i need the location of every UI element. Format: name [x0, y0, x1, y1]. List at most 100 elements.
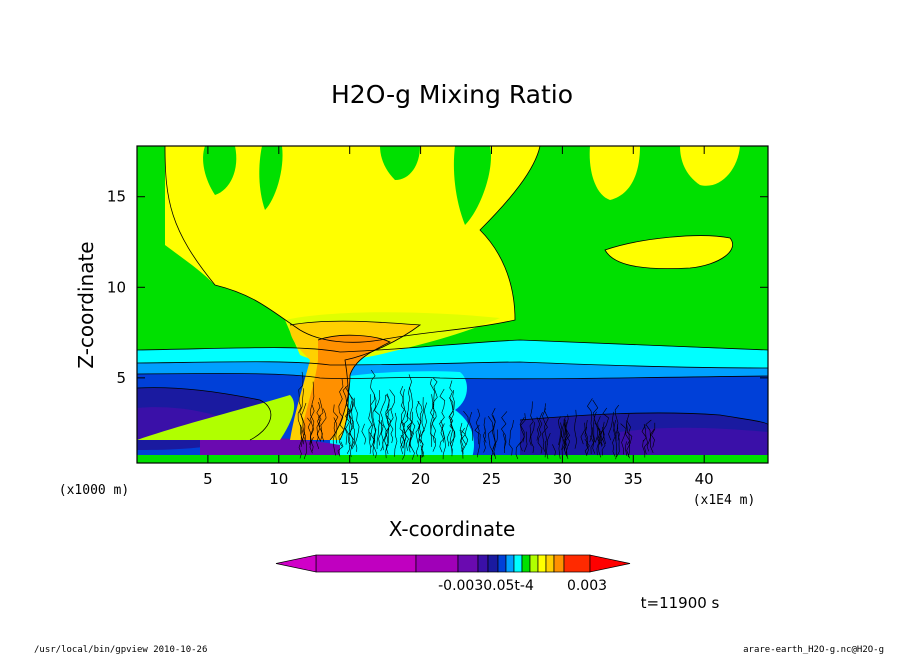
- region-yellow-lobe-upper2: [680, 146, 740, 186]
- turbulence-line: [643, 423, 649, 455]
- turbulence-line: [587, 398, 593, 443]
- turbulence-line: [309, 436, 314, 454]
- turbulence-line: [459, 422, 464, 452]
- turbulence-line: [564, 427, 570, 459]
- region-green-surface: [137, 455, 768, 463]
- x-tick-label: 5: [203, 470, 213, 488]
- colorbar-arrow-left: [275, 554, 317, 573]
- turbulence-line: [297, 371, 304, 447]
- turbulence-line: [460, 429, 466, 459]
- turbulence-line: [310, 381, 315, 444]
- turbulence-line: [542, 408, 548, 452]
- turbulence-line: [420, 402, 427, 457]
- turbulence-line: [361, 423, 367, 445]
- region-green-upper-finger-3: [380, 146, 420, 180]
- x-tick-label: 35: [624, 470, 643, 488]
- turbulence-line: [320, 408, 327, 442]
- turbulence-line: [483, 427, 487, 453]
- turbulence-line: [608, 411, 615, 441]
- turbulence-line: [378, 420, 384, 452]
- contour-lines: [137, 146, 768, 441]
- turbulence-line: [385, 408, 392, 447]
- x-tick-label: 40: [695, 470, 714, 488]
- colorbar-segment: [457, 554, 479, 573]
- x-tick-label: 20: [411, 470, 430, 488]
- turbulence-line: [408, 421, 415, 448]
- footer-left: /usr/local/bin/gpview 2010-10-26: [34, 645, 207, 654]
- turbulence-line: [449, 380, 455, 457]
- turbulence-line: [353, 397, 360, 452]
- turbulence-line: [402, 412, 408, 442]
- turbulence-line: [563, 428, 568, 457]
- colorbar-segment: [545, 554, 555, 573]
- colorbar-segment: [553, 554, 565, 573]
- region-green-upper-finger-4: [453, 146, 491, 225]
- region-yellow-lobe-upper: [589, 146, 640, 200]
- turbulence-line: [446, 430, 451, 447]
- turbulence-line: [649, 428, 655, 454]
- turbulence-line: [487, 416, 494, 459]
- turbulence-line: [389, 389, 395, 444]
- turbulence-line: [592, 427, 596, 454]
- y-tick-label: 15: [107, 188, 126, 206]
- colorbar-segment: [529, 554, 539, 573]
- turbulence-line: [557, 416, 562, 446]
- turbulence-line: [561, 417, 566, 458]
- chart-title: H2O-g Mixing Ratio: [331, 80, 573, 109]
- turbulence-line: [372, 394, 377, 456]
- colorbar-segment: [315, 554, 417, 573]
- turbulence-line: [430, 378, 436, 452]
- turbulence-line: [530, 422, 535, 454]
- colorbar-segment: [415, 554, 459, 573]
- turbulence-line: [574, 409, 578, 449]
- turbulence-line: [316, 402, 322, 449]
- region-green-wedge-left: [137, 395, 295, 440]
- turbulence-line: [400, 434, 406, 460]
- turbulence-line: [536, 416, 541, 441]
- colorbar-arrow-right: [589, 554, 631, 573]
- colorbar-segment: [513, 554, 523, 573]
- colorbar-segment: [537, 554, 547, 573]
- turbulence-line: [347, 404, 353, 447]
- turbulence-line: [439, 388, 446, 453]
- colorbar-segment: [563, 554, 591, 573]
- turbulence-line: [642, 439, 646, 458]
- turbulence-line: [469, 411, 473, 441]
- turbulence-line: [463, 410, 469, 445]
- turbulence-line: [474, 424, 481, 458]
- turbulence-line: [399, 385, 407, 449]
- colorbar-segment: [497, 554, 507, 573]
- turbulence-line: [317, 415, 323, 442]
- turbulence-line: [408, 411, 414, 453]
- turbulence-line: [626, 423, 633, 459]
- y-axis-label: Z-coordinate: [74, 241, 98, 368]
- x-tick-label: 10: [269, 470, 288, 488]
- y-tick-label: 10: [107, 278, 126, 296]
- turbulence-line: [558, 422, 563, 459]
- region-indigo-low-right: [620, 427, 768, 455]
- colorbar-label-left: -0.0030.05t-4: [438, 578, 534, 594]
- turbulence-line: [316, 397, 324, 441]
- x-axis-label: X-coordinate: [389, 517, 516, 541]
- region-indigo-surface: [200, 437, 340, 460]
- region-orange-core: [300, 335, 390, 440]
- turbulence-line: [378, 420, 383, 446]
- x-tick-label: 15: [340, 470, 359, 488]
- colorbar-segment: [505, 554, 515, 573]
- turbulence-line: [430, 394, 435, 447]
- region-yellow-lobe-mid: [605, 235, 733, 269]
- turbulence-line: [380, 394, 387, 451]
- turbulence-line: [589, 435, 594, 455]
- turbulence-line: [298, 427, 303, 459]
- turbulence-line: [409, 387, 416, 460]
- turbulence-line: [593, 411, 599, 443]
- turbulence-line: [614, 404, 620, 441]
- turbulence-line: [626, 420, 631, 458]
- x-tick-label: 25: [482, 470, 501, 488]
- region-cyan-plume-lower: [330, 371, 475, 463]
- turbulence-line: [348, 393, 355, 449]
- contour-fill: [137, 146, 768, 463]
- turbulence-line: [585, 420, 589, 456]
- turbulence-line: [348, 392, 354, 457]
